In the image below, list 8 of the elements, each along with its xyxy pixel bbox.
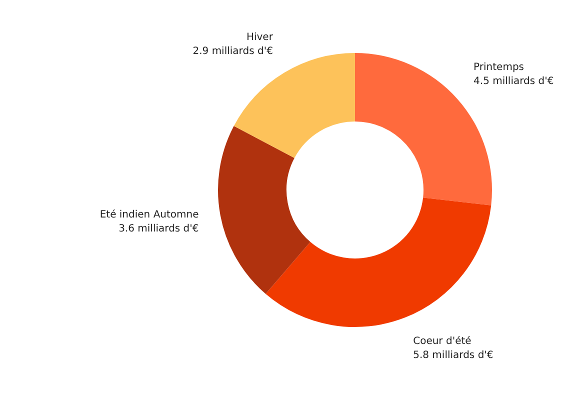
data-label: 3.6 milliards d'€ [118, 224, 199, 235]
data-label: 2.9 milliards d'€ [192, 46, 273, 57]
data-label: 5.8 milliards d'€ [413, 350, 494, 362]
data-label: 4.5 milliards d'€ [474, 76, 554, 88]
slice-label: Coeur d'été [413, 336, 472, 348]
slice-label: Printemps [474, 62, 524, 74]
slice-label: Eté indien Automne [100, 210, 199, 221]
slice-label: Hiver [246, 32, 274, 43]
